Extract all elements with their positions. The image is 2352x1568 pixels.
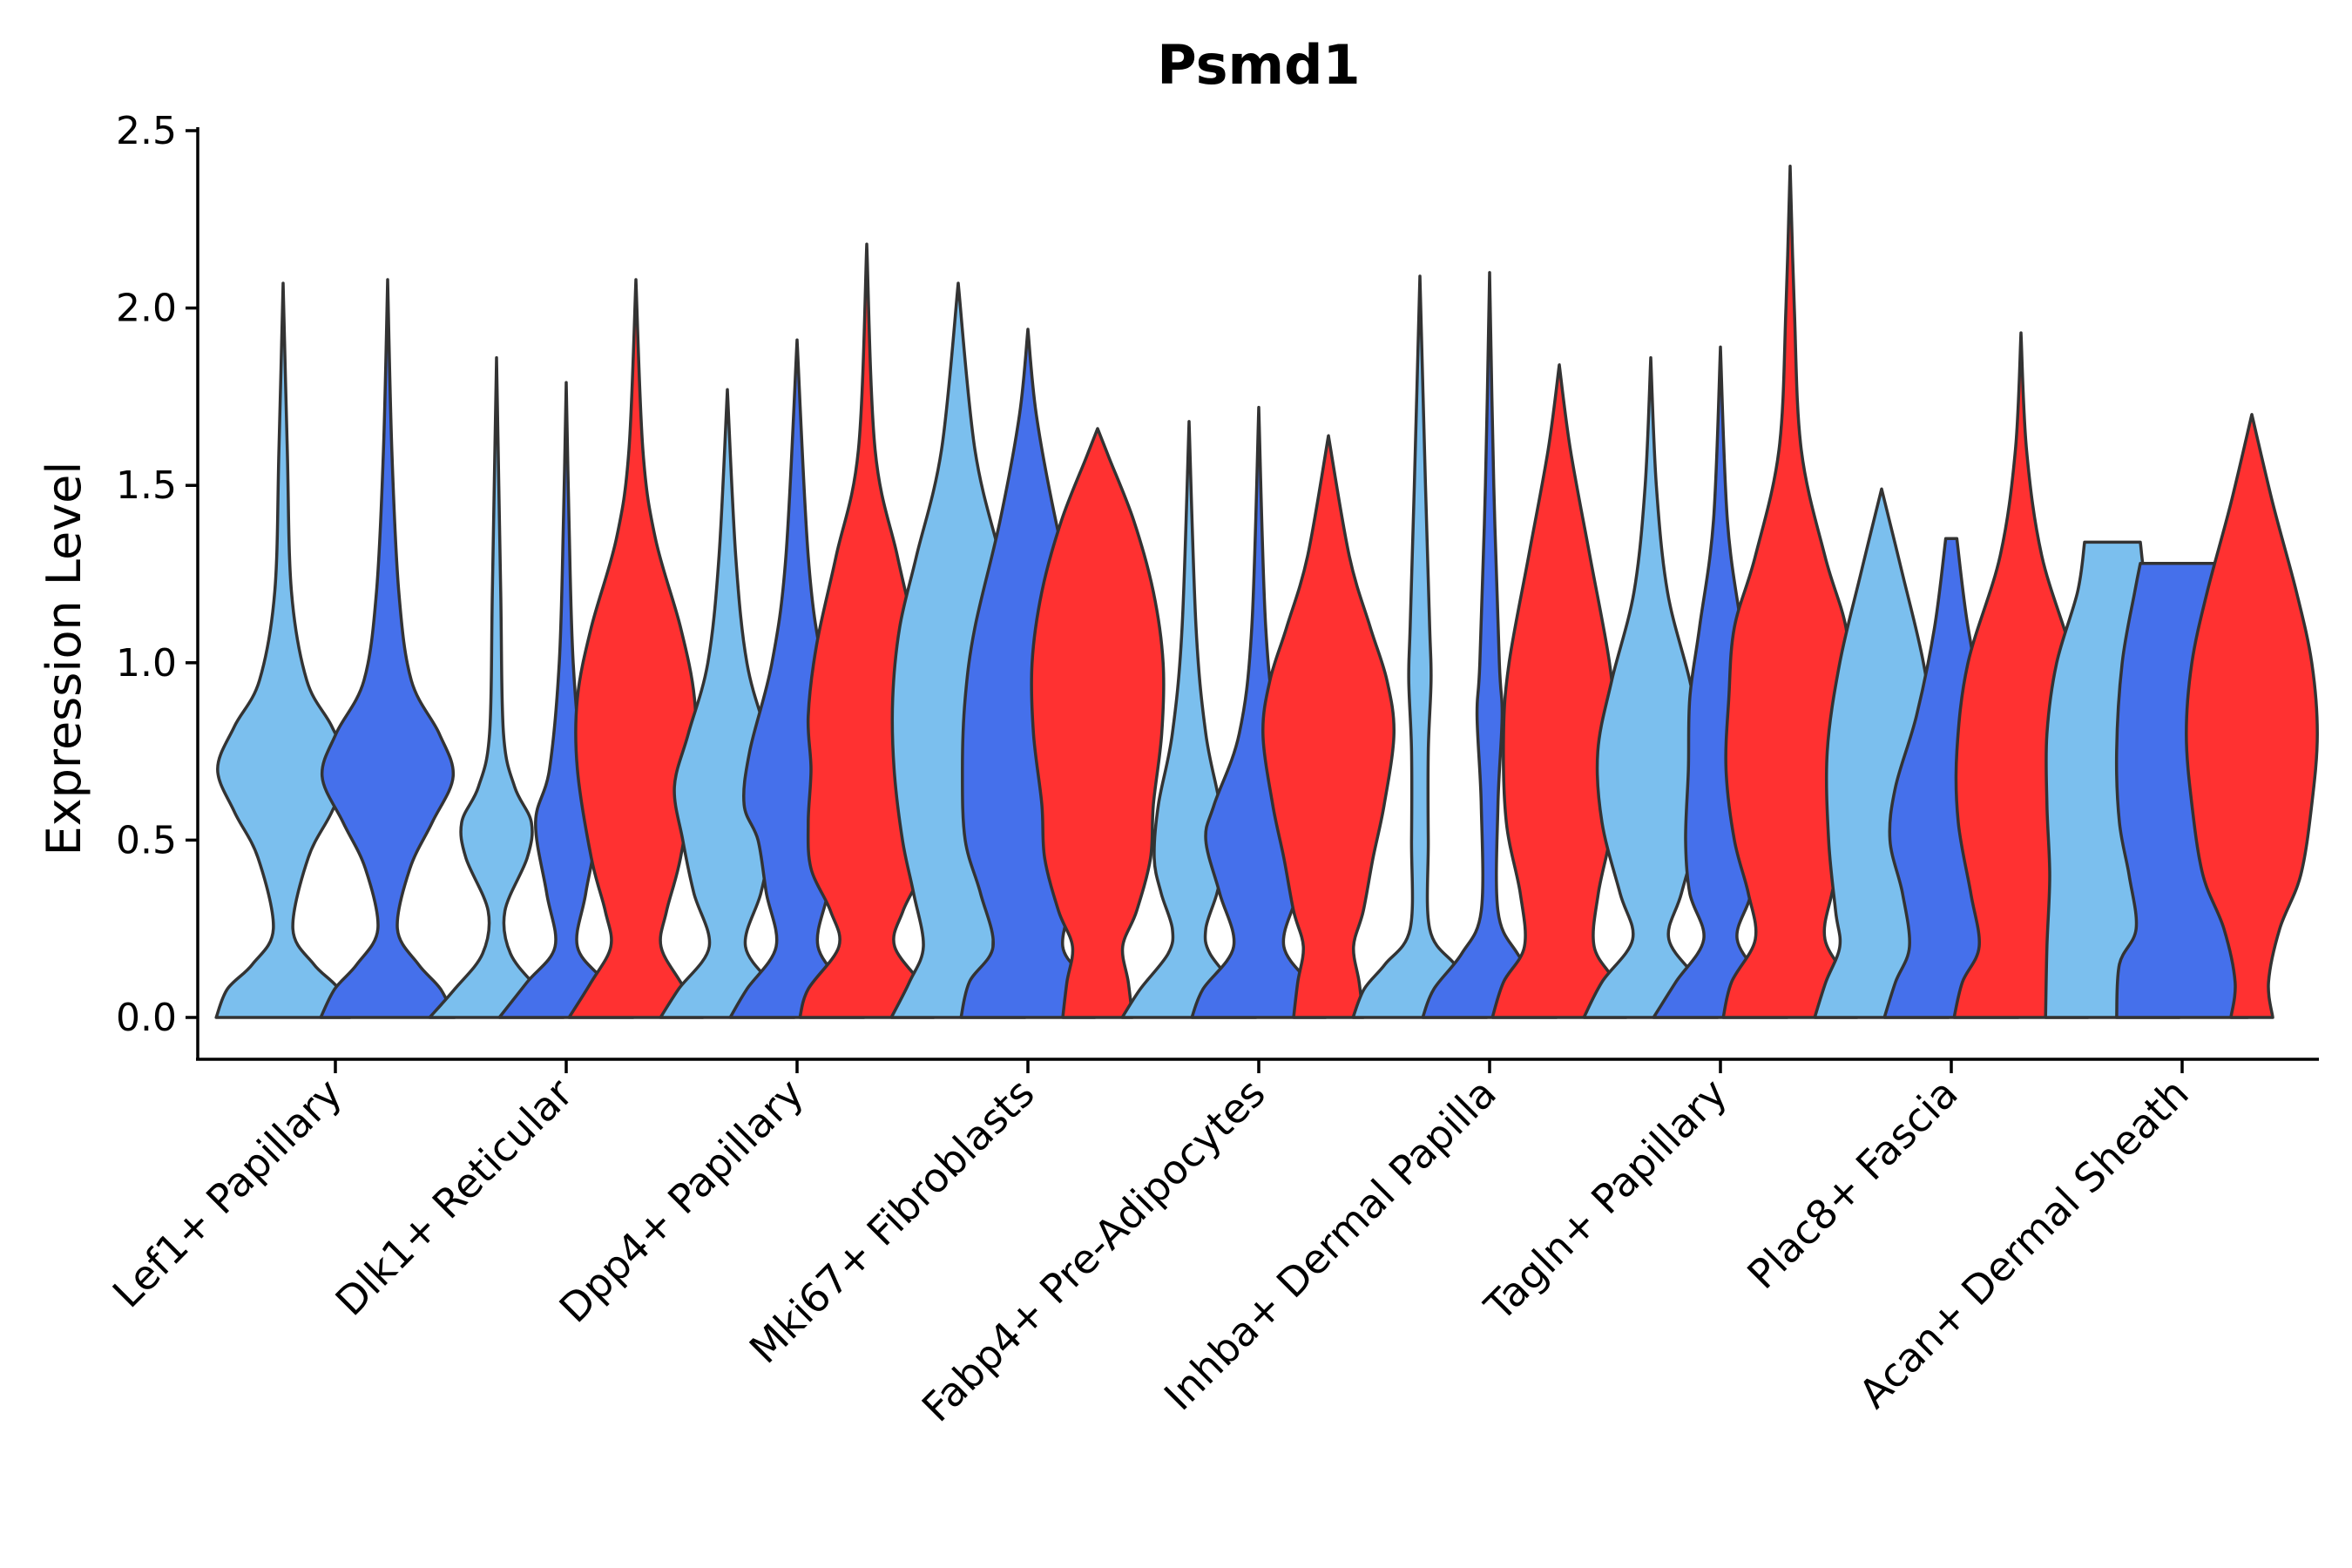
y-ticks: 0.0 0.5 1.0 1.5 2.0 2.5: [116, 109, 198, 1040]
y-tick-label: 1.5: [116, 463, 177, 508]
y-tick-label: 2.0: [116, 287, 177, 331]
violins-layer: [214, 164, 2319, 1019]
x-tick-label: Lef1+ Papillary: [104, 1070, 351, 1317]
violin: [1351, 274, 1489, 1019]
y-tick-label: 1.0: [116, 641, 177, 686]
y-tick-label: 0.0: [116, 996, 177, 1040]
violin: [1261, 434, 1396, 1019]
chart-title: Psmd1: [1157, 33, 1360, 97]
y-tick-label: 2.5: [116, 109, 177, 153]
violin: [567, 278, 705, 1019]
x-tick-label: Dlk1+ Reticular: [327, 1070, 582, 1325]
violin: [2185, 413, 2319, 1019]
x-tick-label: Dpp4+ Papillary: [551, 1070, 813, 1332]
violin: [214, 281, 352, 1019]
y-axis-label: Expression Level: [37, 462, 91, 856]
violin: [1421, 271, 1558, 1019]
x-tick-label: Plac8+ Fascia: [1738, 1070, 1966, 1298]
violin: [1030, 427, 1166, 1019]
x-tick-label: Tagln+ Papillary: [1475, 1070, 1736, 1331]
violin: [497, 381, 635, 1019]
y-tick-label: 0.5: [116, 818, 177, 862]
violin: [1490, 363, 1628, 1019]
violin: [428, 355, 565, 1019]
violin: [319, 278, 456, 1019]
